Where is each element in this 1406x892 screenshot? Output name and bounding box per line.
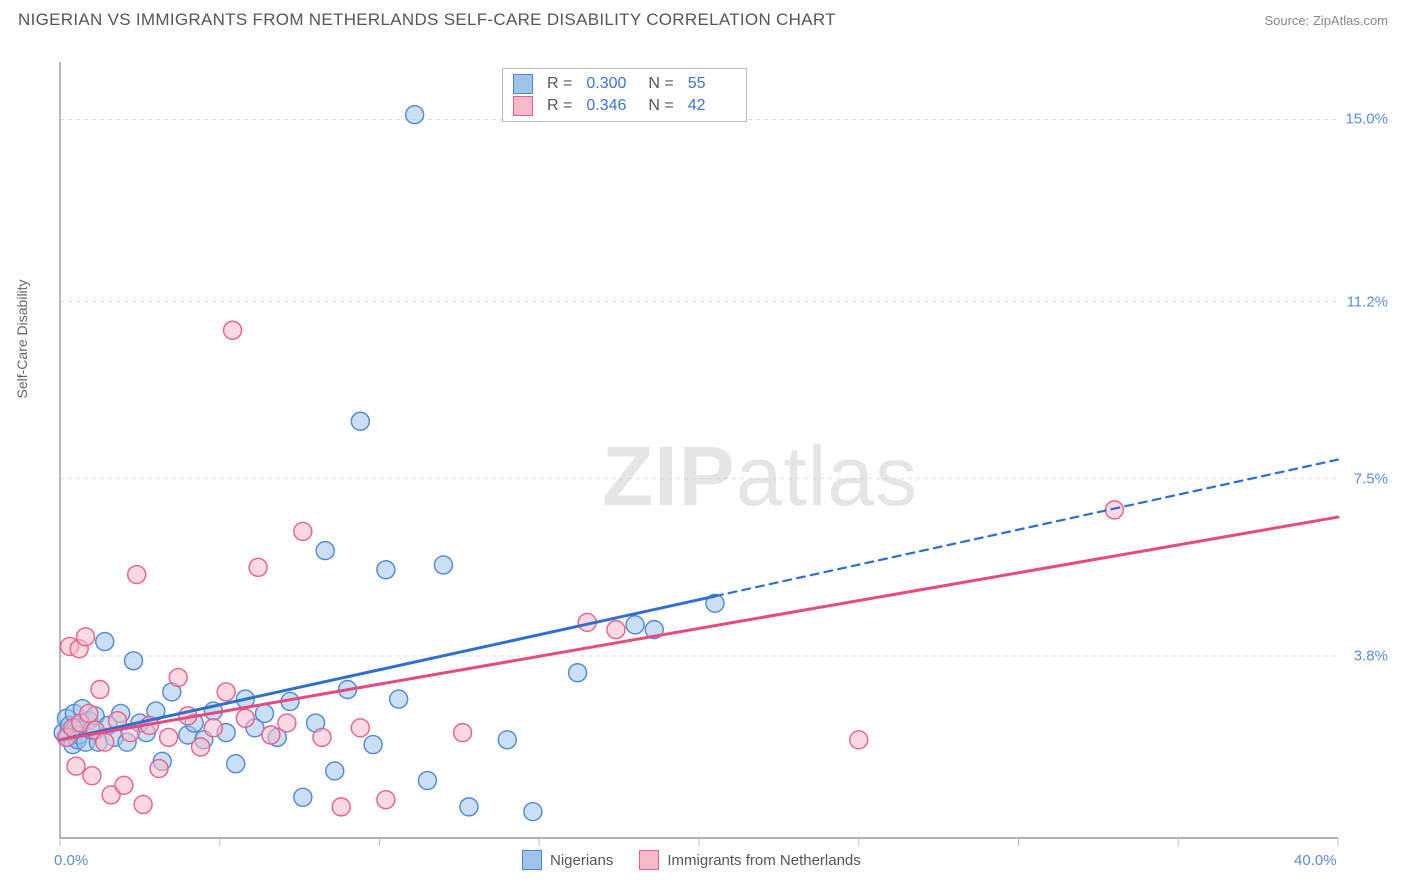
y-grid-label: 15.0% — [1345, 111, 1388, 128]
swatch-icon — [513, 96, 533, 116]
stat-n-value: 42 — [688, 97, 736, 115]
legend-item-netherlands: Immigrants from Netherlands — [639, 850, 860, 870]
stat-n-label: N = — [648, 97, 673, 115]
y-grid-label: 7.5% — [1354, 470, 1388, 487]
stats-row-netherlands: R = 0.346 N = 42 — [513, 95, 736, 117]
correlation-chart: Self-Care Disability ZIPatlas R =0.300N … — [42, 48, 1392, 868]
x-axis-min-label: 0.0% — [54, 852, 88, 869]
stat-r-label: R = — [547, 75, 572, 93]
swatch-icon — [513, 74, 533, 94]
y-grid-label: 3.8% — [1354, 647, 1388, 664]
stat-r-label: R = — [547, 97, 572, 115]
stat-n-value: 55 — [688, 75, 736, 93]
source-label: Source: ZipAtlas.com — [1264, 13, 1388, 28]
stats-row-nigerians: R = 0.300 N = 55 — [513, 73, 736, 95]
y-grid-label: 11.2% — [1347, 293, 1388, 310]
stat-r-value: 0.346 — [586, 97, 634, 115]
legend-label: Nigerians — [550, 852, 613, 869]
legend-label: Immigrants from Netherlands — [667, 852, 860, 869]
swatch-icon — [639, 850, 659, 870]
legend-item-nigerians: Nigerians — [522, 850, 613, 870]
swatch-icon — [522, 850, 542, 870]
y-axis-label: Self-Care Disability — [14, 279, 30, 398]
stats-legend: R = 0.300 N = 55 R = 0.346 N = 42 — [502, 68, 747, 122]
stat-n-label: N = — [648, 75, 673, 93]
page-title: NIGERIAN VS IMMIGRANTS FROM NETHERLANDS … — [18, 10, 836, 30]
series-legend: Nigerians Immigrants from Netherlands — [522, 850, 861, 870]
stat-r-value: 0.300 — [586, 75, 634, 93]
chart-svg — [42, 48, 1392, 868]
x-axis-max-label: 40.0% — [1294, 852, 1337, 869]
